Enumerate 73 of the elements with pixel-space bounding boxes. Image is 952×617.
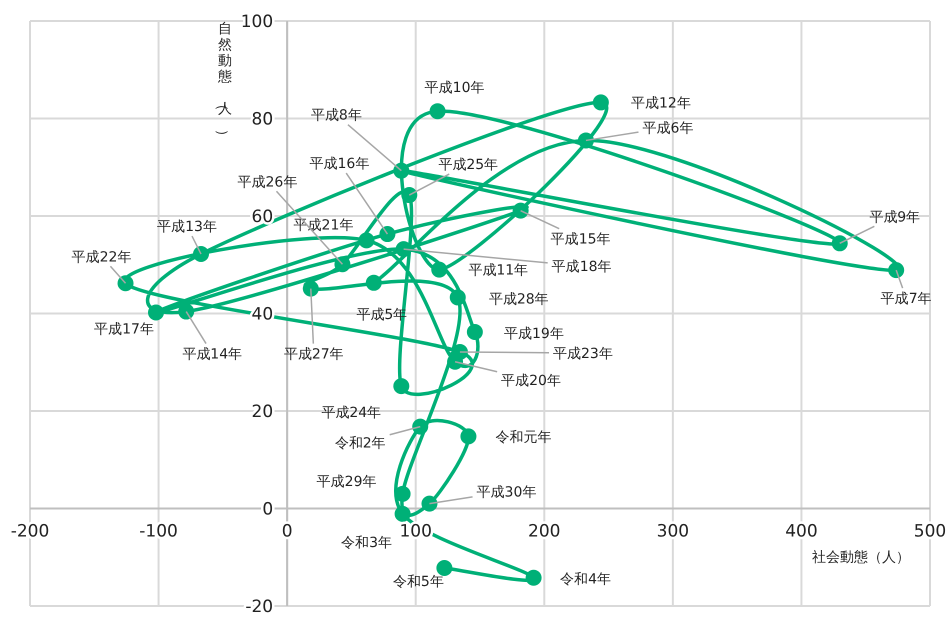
- x-tick-label: 300: [656, 522, 690, 542]
- point: [148, 304, 164, 321]
- annotation: 平成23年: [553, 346, 613, 362]
- point: [396, 241, 412, 258]
- annotation: 平成15年: [550, 232, 611, 248]
- point: [394, 506, 411, 522]
- y-tick-label: 0: [262, 500, 274, 520]
- annotation: 平成8年: [310, 108, 362, 124]
- point: [431, 262, 448, 278]
- point: [436, 560, 452, 576]
- point: [118, 275, 134, 292]
- y-tick-label: -20: [245, 597, 274, 617]
- annotation: 平成10年: [424, 80, 484, 96]
- annotation: 平成19年: [504, 326, 564, 342]
- point: [412, 418, 428, 435]
- y-tick-label: 80: [252, 110, 274, 130]
- annotation: 令和元年: [495, 429, 552, 446]
- annotation: 平成9年: [869, 209, 920, 226]
- point: [526, 570, 542, 586]
- y-tick-label: 20: [252, 402, 274, 422]
- point: [366, 274, 382, 291]
- x-tick-label: -100: [139, 522, 178, 542]
- point: [393, 162, 410, 179]
- y-tick-label: 100: [240, 12, 274, 32]
- x-tick-label: 0: [282, 522, 293, 542]
- point: [888, 262, 904, 278]
- annotation: 平成27年: [284, 346, 344, 363]
- y-tick-label: 60: [252, 207, 274, 227]
- x-tick-label: 400: [785, 522, 818, 542]
- point: [334, 256, 350, 272]
- point: [178, 304, 194, 320]
- annotation: 平成30年: [476, 484, 536, 501]
- point: [578, 132, 594, 148]
- annotation: 平成22年: [72, 249, 132, 266]
- annotation: 平成29年: [316, 474, 377, 490]
- point: [452, 344, 468, 360]
- annotation: 令和5年: [392, 574, 444, 590]
- point: [379, 226, 396, 242]
- point: [401, 187, 418, 204]
- annotation: 平成18年: [552, 259, 612, 276]
- annotation: 平成28年: [488, 291, 549, 308]
- point: [460, 428, 476, 444]
- point: [512, 202, 529, 219]
- annotation: 平成6年: [642, 120, 694, 136]
- annotation: 平成17年: [94, 322, 154, 338]
- point: [450, 289, 466, 306]
- annotation: 平成25年: [438, 157, 498, 174]
- x-tick-label: -200: [10, 522, 50, 542]
- point: [430, 103, 446, 120]
- annotation: 令和3年: [341, 534, 392, 551]
- point: [421, 496, 438, 512]
- x-axis-title: 社会動態（人）: [812, 550, 910, 566]
- annotation: 令和4年: [560, 572, 612, 588]
- annotation: 平成7年: [880, 291, 932, 308]
- point: [193, 246, 209, 262]
- x-tick-label: 100: [399, 522, 432, 542]
- point: [393, 378, 410, 394]
- annotation: 令和2年: [334, 436, 386, 452]
- point: [302, 280, 319, 297]
- annotation: 平成24年: [321, 405, 382, 422]
- point: [832, 235, 848, 252]
- annotation: 平成14年: [182, 346, 242, 363]
- annotation: 平成16年: [310, 156, 370, 172]
- annotation: 平成13年: [157, 219, 217, 236]
- point: [466, 324, 483, 340]
- point: [592, 94, 609, 110]
- x-tick-label: 500: [914, 522, 946, 542]
- annotation: 平成12年: [630, 95, 691, 112]
- annotation: 平成26年: [238, 174, 298, 190]
- annotation: 平成11年: [468, 262, 528, 279]
- annotation: 平成20年: [501, 372, 561, 389]
- point: [358, 232, 374, 248]
- x-tick-label: 200: [528, 522, 561, 542]
